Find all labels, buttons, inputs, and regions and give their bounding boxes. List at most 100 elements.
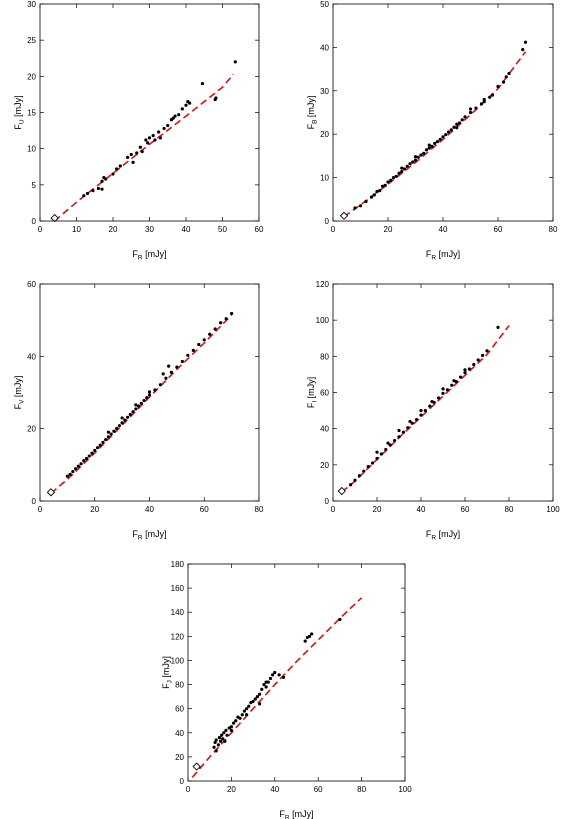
data-point — [147, 393, 152, 397]
data-point — [98, 443, 102, 447]
data-point — [233, 60, 237, 64]
data-point — [128, 412, 132, 417]
fit-line — [50, 314, 233, 494]
data-point — [234, 719, 238, 723]
data-point — [186, 353, 190, 357]
x-tick-label: 80 — [255, 505, 264, 514]
data-point — [129, 152, 133, 157]
data-point — [467, 367, 471, 371]
y-tick-label: 10 — [27, 145, 36, 154]
data-point — [134, 403, 138, 407]
y-tick-label: 15 — [27, 109, 36, 118]
data-point — [158, 383, 163, 387]
data-point — [82, 194, 86, 198]
x-label-sub: R — [285, 815, 290, 819]
data-point — [438, 137, 442, 142]
data-point — [224, 728, 228, 732]
plot-frame — [187, 563, 406, 782]
data-point — [441, 387, 445, 391]
data-point — [353, 206, 357, 210]
data-point — [229, 728, 233, 732]
data-point — [151, 134, 155, 138]
data-point — [375, 456, 379, 461]
data-point — [262, 682, 266, 687]
data-point — [460, 118, 464, 122]
y-tick-label: 40 — [27, 352, 36, 361]
data-point — [307, 634, 312, 638]
data-point — [468, 107, 473, 111]
fit-line — [54, 73, 235, 222]
data-point — [216, 743, 220, 747]
x-tick-label: 40 — [270, 785, 279, 794]
x-tick-label: 0 — [331, 225, 336, 234]
x-tick-label: 10 — [72, 225, 81, 234]
data-point — [419, 413, 423, 417]
x-label-main: F — [132, 529, 138, 539]
data-point — [424, 148, 429, 152]
data-point — [423, 408, 427, 413]
x-tick-label: 80 — [549, 225, 558, 234]
y-label-main: F — [306, 402, 316, 408]
data-point — [479, 102, 484, 106]
x-label-unit: [mJy] — [436, 529, 460, 539]
y-tick-label: 0 — [32, 217, 37, 226]
data-point — [145, 396, 149, 400]
x-tick-label: 40 — [417, 505, 426, 514]
data-point — [231, 721, 236, 725]
y-tick-label: 10 — [320, 174, 329, 183]
data-point — [481, 353, 485, 358]
y-tick-label: 20 — [320, 130, 329, 139]
data-point — [158, 136, 163, 140]
data-point — [389, 178, 393, 182]
data-point — [100, 179, 104, 183]
data-point — [441, 391, 445, 396]
y-label-unit: [mJy] — [13, 95, 23, 119]
data-point — [366, 465, 370, 469]
data-point — [380, 184, 385, 188]
data-point — [175, 365, 179, 369]
y-tick-label: 60 — [175, 705, 184, 714]
data-point — [369, 195, 374, 199]
data-point — [357, 474, 361, 478]
data-point — [349, 483, 353, 487]
data-point — [413, 155, 418, 159]
data-point — [213, 740, 217, 745]
data-point — [126, 415, 130, 419]
data-point — [452, 125, 456, 129]
x-label-sub: R — [138, 535, 143, 542]
data-point — [164, 376, 168, 380]
y-tick-label: 40 — [320, 43, 329, 52]
y-tick-label: 0 — [32, 497, 37, 506]
data-point — [427, 146, 431, 150]
data-point — [188, 101, 192, 105]
data-point — [184, 103, 188, 107]
data-point — [134, 407, 138, 411]
data-point — [118, 164, 122, 168]
y-label-main: F — [306, 123, 316, 129]
data-point — [405, 164, 409, 168]
y-tick-label: 120 — [171, 632, 185, 641]
y-tick-label: 80 — [175, 681, 184, 690]
data-point — [106, 435, 111, 439]
y-tick-label: 20 — [27, 425, 36, 434]
data-point — [212, 745, 216, 749]
x-tick-label: 20 — [227, 785, 236, 794]
y-tick-label: 20 — [320, 461, 329, 470]
data-point — [247, 704, 251, 708]
data-point — [362, 469, 366, 473]
plot-frame — [332, 3, 554, 222]
x-tick-label: 20 — [384, 225, 393, 234]
x-tick-label: 40 — [439, 225, 448, 234]
data-point — [452, 379, 456, 383]
x-tick-label: 0 — [186, 785, 191, 794]
data-point — [441, 135, 445, 139]
data-point — [430, 144, 434, 148]
x-tick-label: 80 — [505, 505, 514, 514]
y-tick-label: 180 — [171, 560, 185, 569]
y-tick-label: 20 — [27, 72, 36, 81]
data-point — [180, 107, 184, 111]
